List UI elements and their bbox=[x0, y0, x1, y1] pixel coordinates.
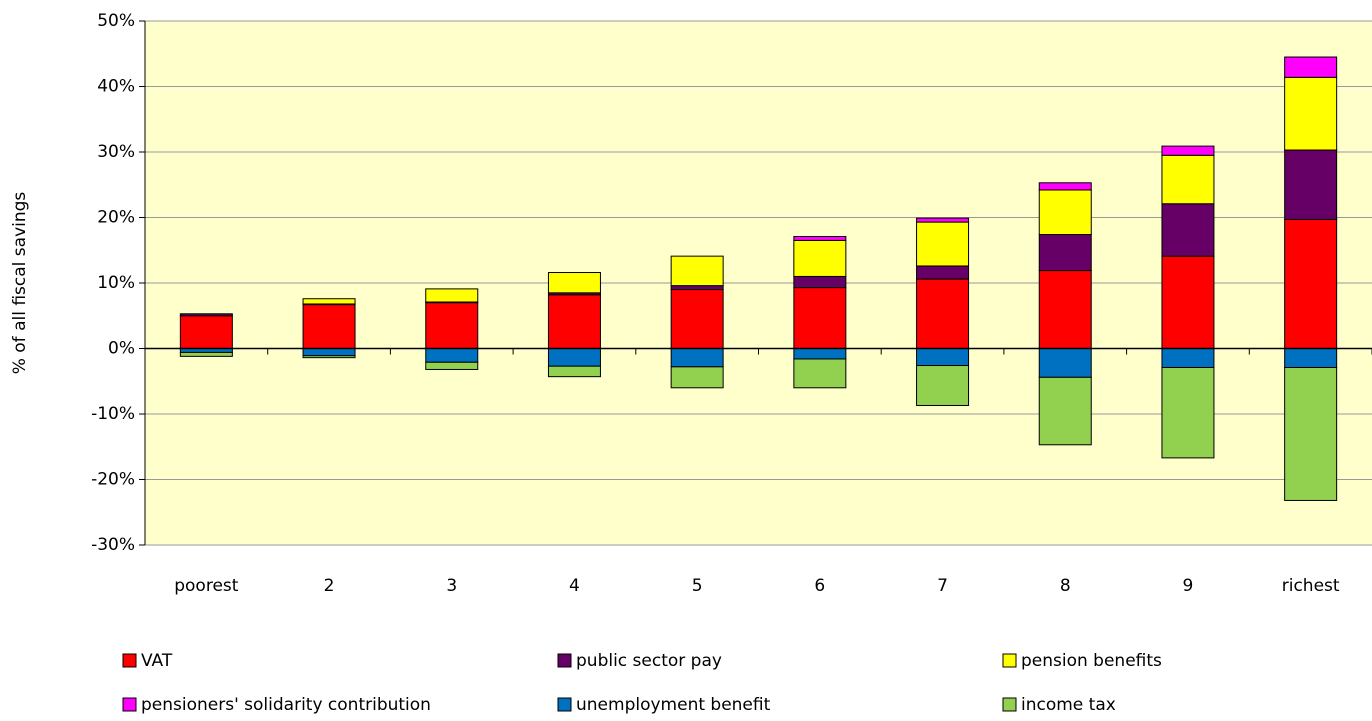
bar-segment bbox=[793, 358, 847, 389]
y-tick-label: 40% bbox=[97, 77, 135, 97]
bar-segment bbox=[1284, 366, 1338, 501]
bar-segment bbox=[1284, 218, 1338, 349]
x-tick-label: richest bbox=[1282, 576, 1340, 596]
bar-segment bbox=[1161, 348, 1215, 368]
legend-swatch bbox=[1002, 653, 1017, 668]
bar-segment bbox=[916, 278, 970, 350]
bar-segment bbox=[670, 255, 724, 287]
bar-segment bbox=[916, 348, 970, 367]
bar-segment bbox=[547, 294, 601, 350]
y-tick-label: 30% bbox=[97, 142, 135, 162]
bar-segment bbox=[1284, 56, 1338, 78]
bar-segment bbox=[1161, 366, 1215, 459]
bar-segment bbox=[302, 304, 356, 349]
legend-label: pensioners' solidarity contribution bbox=[141, 695, 431, 715]
bar-segment bbox=[916, 221, 970, 267]
x-tick-label: 7 bbox=[937, 576, 948, 596]
bar-segment bbox=[670, 289, 724, 349]
legend-label: VAT bbox=[141, 651, 173, 671]
x-tick-label: 4 bbox=[569, 576, 580, 596]
bar-segment bbox=[1284, 348, 1338, 368]
bar-segment bbox=[1038, 348, 1092, 378]
y-tick-label: -30% bbox=[91, 535, 135, 555]
x-tick-label: 2 bbox=[324, 576, 335, 596]
bar-segment bbox=[547, 348, 601, 367]
bar-segment bbox=[425, 361, 479, 370]
bar-segment bbox=[425, 302, 479, 349]
bar-segment bbox=[916, 265, 970, 280]
x-tick-label: 6 bbox=[814, 576, 825, 596]
bar-segment bbox=[425, 288, 479, 303]
legend-swatch bbox=[557, 653, 572, 668]
bar-segment bbox=[425, 348, 479, 363]
bar-segment bbox=[670, 285, 724, 291]
x-tick-label: 9 bbox=[1183, 576, 1194, 596]
bar-segment bbox=[1038, 234, 1092, 272]
bar-segment bbox=[793, 348, 847, 360]
legend-swatch bbox=[557, 697, 572, 712]
y-tick-label: 20% bbox=[97, 208, 135, 228]
bar-segment bbox=[547, 365, 601, 378]
bar-segment bbox=[1038, 376, 1092, 446]
bar-segment bbox=[670, 366, 724, 389]
x-tick-label: 8 bbox=[1060, 576, 1071, 596]
bar-segment bbox=[793, 287, 847, 349]
bar-segment bbox=[1161, 203, 1215, 257]
legend-swatch bbox=[1002, 697, 1017, 712]
x-tick-label: poorest bbox=[174, 576, 239, 596]
bar-segment bbox=[179, 313, 233, 317]
legend-swatch bbox=[122, 697, 137, 712]
bar-segment bbox=[793, 235, 847, 241]
bar-segment bbox=[1284, 76, 1338, 151]
y-tick-label: 0% bbox=[108, 339, 135, 359]
bar-segment bbox=[916, 365, 970, 406]
bar-segment bbox=[670, 348, 724, 368]
legend-label: income tax bbox=[1021, 695, 1116, 715]
bar-segment bbox=[793, 275, 847, 289]
y-tick-label: -20% bbox=[91, 470, 135, 490]
y-axis-label: % of all fiscal savings bbox=[10, 192, 30, 375]
bar-segment bbox=[179, 351, 233, 357]
bar-segment bbox=[916, 217, 970, 223]
bar-segment bbox=[1284, 149, 1338, 220]
bar-segment bbox=[1161, 255, 1215, 349]
bar-segment bbox=[302, 298, 356, 305]
bar-segment bbox=[547, 272, 601, 294]
bar-segment bbox=[179, 315, 233, 349]
legend-label: unemployment benefit bbox=[576, 695, 771, 715]
bar-segment bbox=[1038, 182, 1092, 191]
bar-segment bbox=[302, 355, 356, 359]
legend-label: public sector pay bbox=[576, 651, 722, 671]
y-tick-label: -10% bbox=[91, 404, 135, 424]
bar-segment bbox=[1161, 145, 1215, 156]
y-tick-label: 10% bbox=[97, 273, 135, 293]
legend-swatch bbox=[122, 653, 137, 668]
bar-segment bbox=[302, 348, 356, 357]
x-tick-label: 3 bbox=[446, 576, 457, 596]
bar-segment bbox=[1161, 154, 1215, 205]
x-tick-label: 5 bbox=[692, 576, 703, 596]
legend-label: pension benefits bbox=[1021, 651, 1162, 671]
bar-segment bbox=[1038, 189, 1092, 236]
bar-segment bbox=[1038, 270, 1092, 349]
y-tick-label: 50% bbox=[97, 11, 135, 31]
bar-segment bbox=[793, 239, 847, 277]
